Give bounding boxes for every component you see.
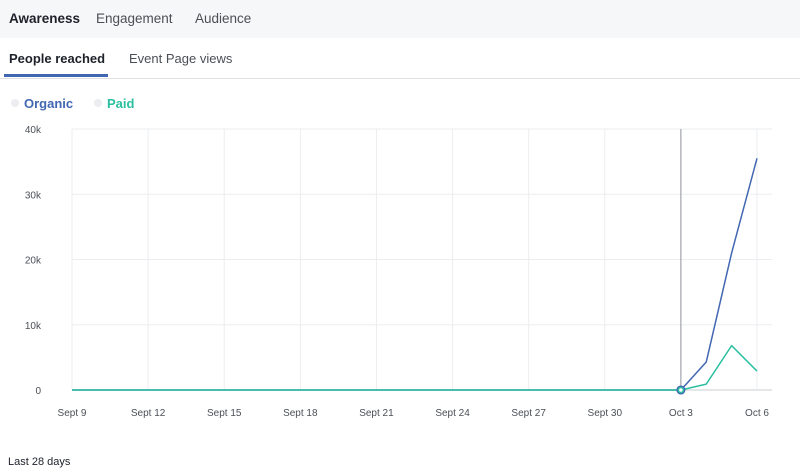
y-tick-label: 20k	[25, 256, 42, 267]
metric-category-tabs: Awareness Engagement Audience	[0, 0, 800, 38]
active-subtab-indicator	[4, 74, 108, 77]
tab-awareness[interactable]: Awareness	[9, 11, 81, 26]
y-tick-label: 40k	[25, 125, 42, 136]
subtab-event-page-views[interactable]: Event Page views	[129, 51, 233, 66]
paid-legend-dot	[94, 99, 102, 107]
subtab-people-reached[interactable]: People reached	[9, 51, 106, 66]
x-tick-label: Sept 27	[511, 408, 546, 419]
x-tick-label: Sept 18	[283, 408, 318, 419]
x-tick-label: Sept 9	[58, 408, 87, 419]
x-tick-label: Sept 15	[207, 408, 242, 419]
x-tick-label: Sept 21	[359, 408, 394, 419]
legend-paid[interactable]: Paid	[107, 96, 135, 111]
tab-engagement[interactable]: Engagement	[96, 11, 173, 26]
organic-series-line	[72, 158, 758, 391]
paid-hover-point	[677, 386, 685, 394]
y-tick-label: 10k	[25, 321, 42, 332]
x-tick-label: Sept 12	[131, 408, 166, 419]
x-tick-label: Sept 24	[435, 408, 470, 419]
paid-series-line	[72, 344, 758, 391]
metric-sub-tabs: People reached Event Page views	[0, 38, 800, 79]
date-range-note: Last 28 days	[8, 456, 71, 468]
x-tick-label: Sept 30	[588, 408, 623, 419]
y-tick-label: 30k	[25, 190, 42, 201]
x-tick-label: Oct 6	[745, 408, 769, 419]
organic-legend-dot	[11, 99, 19, 107]
y-tick-label: 0	[35, 386, 41, 397]
legend-organic[interactable]: Organic	[24, 96, 74, 111]
x-tick-label: Oct 3	[669, 408, 693, 419]
tab-audience[interactable]: Audience	[195, 11, 252, 26]
